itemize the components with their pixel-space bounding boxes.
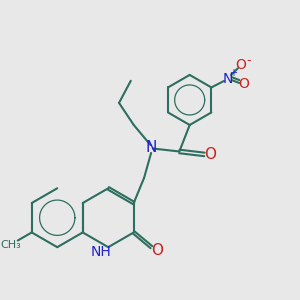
Text: -: - <box>246 54 250 68</box>
Text: CH₃: CH₃ <box>0 240 21 250</box>
Text: +: + <box>229 68 237 78</box>
Text: O: O <box>238 77 249 92</box>
Text: O: O <box>204 147 216 162</box>
Text: N: N <box>222 72 233 86</box>
Text: N: N <box>146 140 157 154</box>
Text: NH: NH <box>91 244 111 259</box>
Text: O: O <box>151 243 163 258</box>
Text: O: O <box>236 58 246 72</box>
